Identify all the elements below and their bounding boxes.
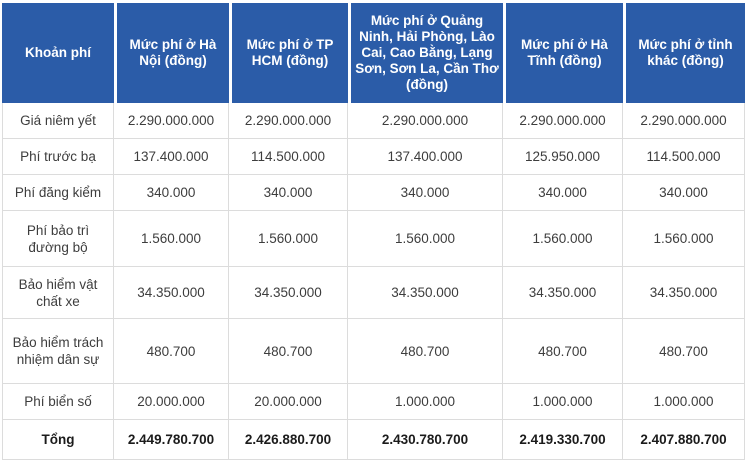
fee-value: 480.700 bbox=[229, 319, 348, 384]
fee-value: 480.700 bbox=[348, 319, 503, 384]
row-label: Phí đăng kiểm bbox=[2, 175, 114, 211]
column-header: Mức phí ở Quảng Ninh, Hải Phòng, Lào Cai… bbox=[348, 3, 503, 103]
total-row-label: Tổng bbox=[2, 420, 114, 460]
column-header: Mức phí ở TP HCM (đồng) bbox=[229, 3, 348, 103]
fee-value: 1.560.000 bbox=[503, 211, 623, 267]
fee-value: 1.560.000 bbox=[348, 211, 503, 267]
fee-value: 340.000 bbox=[348, 175, 503, 211]
column-header: Mức phí ở Hà Tĩnh (đồng) bbox=[503, 3, 623, 103]
table-row: Bảo hiểm vật chất xe 34.350.000 34.350.000… bbox=[2, 267, 745, 319]
column-header: Mức phí ở Hà Nội (đồng) bbox=[114, 3, 229, 103]
row-label: Giá niêm yết bbox=[2, 103, 114, 139]
fee-value: 114.500.000 bbox=[229, 139, 348, 175]
fee-value: 340.000 bbox=[503, 175, 623, 211]
fee-value: 20.000.000 bbox=[114, 384, 229, 420]
table-row: Giá niêm yết 2.290.000.000 2.290.000.000 2.… bbox=[2, 103, 745, 139]
fee-value: 1.560.000 bbox=[623, 211, 745, 267]
table-row: Phí bảo trì đường bộ 1.560.000 1.560.000 1.… bbox=[2, 211, 745, 267]
table-row: Phí biển số 20.000.000 20.000.000 1.000.000… bbox=[2, 384, 745, 420]
fee-value: 2.290.000.000 bbox=[114, 103, 229, 139]
fee-value: 1.560.000 bbox=[114, 211, 229, 267]
row-label: Phí bảo trì đường bộ bbox=[2, 211, 114, 267]
row-label: Bảo hiểm vật chất xe bbox=[2, 267, 114, 319]
table-row: Bảo hiểm trách nhiệm dân sự 480.700 480.70… bbox=[2, 319, 745, 384]
table-body: Giá niêm yết 2.290.000.000 2.290.000.000 2.… bbox=[2, 103, 745, 460]
fee-value: 480.700 bbox=[503, 319, 623, 384]
fee-value: 20.000.000 bbox=[229, 384, 348, 420]
fee-value: 34.350.000 bbox=[114, 267, 229, 319]
fee-value: 34.350.000 bbox=[348, 267, 503, 319]
fee-value: 1.000.000 bbox=[503, 384, 623, 420]
fee-value: 340.000 bbox=[229, 175, 348, 211]
fee-value: 125.950.000 bbox=[503, 139, 623, 175]
fee-value: 2.290.000.000 bbox=[623, 103, 745, 139]
fee-value: 480.700 bbox=[114, 319, 229, 384]
fee-value: 34.350.000 bbox=[623, 267, 745, 319]
table-row: Phí trước bạ 137.400.000 114.500.000 137.40… bbox=[2, 139, 745, 175]
fee-value: 480.700 bbox=[623, 319, 745, 384]
fee-value: 34.350.000 bbox=[503, 267, 623, 319]
fee-value: 340.000 bbox=[114, 175, 229, 211]
header-row: Khoản phí Mức phí ở Hà Nội (đồng) Mức phí … bbox=[2, 3, 745, 103]
total-row: Tổng 2.449.780.700 2.426.880.700 2.430.780.… bbox=[2, 420, 745, 460]
fee-value: 2.290.000.000 bbox=[503, 103, 623, 139]
fee-value: 2.290.000.000 bbox=[229, 103, 348, 139]
total-value: 2.419.330.700 bbox=[503, 420, 623, 460]
column-header: Khoản phí bbox=[2, 3, 114, 103]
column-header: Mức phí ở tỉnh khác (đồng) bbox=[623, 3, 745, 103]
fee-value: 1.000.000 bbox=[623, 384, 745, 420]
fee-value: 137.400.000 bbox=[348, 139, 503, 175]
fee-value: 137.400.000 bbox=[114, 139, 229, 175]
fee-table-container: Khoản phí Mức phí ở Hà Nội (đồng) Mức phí … bbox=[2, 3, 745, 460]
fee-value: 1.560.000 bbox=[229, 211, 348, 267]
total-value: 2.426.880.700 bbox=[229, 420, 348, 460]
fee-value: 1.000.000 bbox=[348, 384, 503, 420]
row-label: Phí trước bạ bbox=[2, 139, 114, 175]
fee-value: 2.290.000.000 bbox=[348, 103, 503, 139]
total-value: 2.407.880.700 bbox=[623, 420, 745, 460]
fee-value: 34.350.000 bbox=[229, 267, 348, 319]
total-value: 2.449.780.700 bbox=[114, 420, 229, 460]
fee-table: Khoản phí Mức phí ở Hà Nội (đồng) Mức phí … bbox=[2, 3, 745, 460]
fee-value: 114.500.000 bbox=[623, 139, 745, 175]
total-value: 2.430.780.700 bbox=[348, 420, 503, 460]
row-label: Bảo hiểm trách nhiệm dân sự bbox=[2, 319, 114, 384]
table-row: Phí đăng kiểm 340.000 340.000 340.000 340.00… bbox=[2, 175, 745, 211]
fee-value: 340.000 bbox=[623, 175, 745, 211]
table-header: Khoản phí Mức phí ở Hà Nội (đồng) Mức phí … bbox=[2, 3, 745, 103]
row-label: Phí biển số bbox=[2, 384, 114, 420]
